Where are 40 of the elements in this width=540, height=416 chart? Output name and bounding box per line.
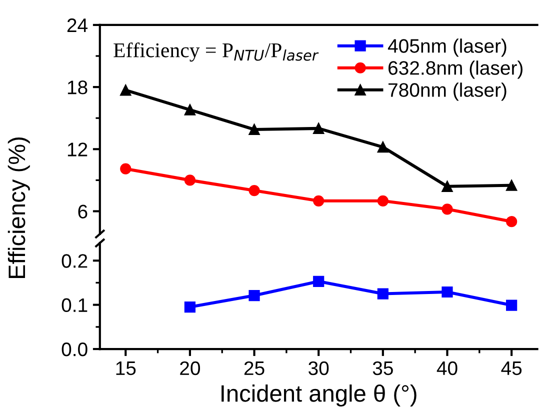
x-axis-title: Incident angle θ (°) <box>222 384 416 407</box>
point <box>120 163 132 174</box>
point <box>120 84 132 96</box>
y-tick-label: 0.1 <box>62 298 88 312</box>
legend-label: 405nm (laser) <box>388 38 506 57</box>
point <box>184 104 196 116</box>
y-tick-label: 12 <box>68 142 88 156</box>
y-tick-label: 6 <box>78 204 88 218</box>
point <box>313 195 324 206</box>
x-tick-label: 45 <box>501 362 522 376</box>
y-tick-label: 24 <box>67 18 88 32</box>
point <box>377 195 388 206</box>
point <box>248 290 260 302</box>
y-axis-title: Efficiency (%) <box>8 138 30 278</box>
y-tick-label: 0.2 <box>62 254 88 268</box>
point <box>506 180 518 191</box>
x-tick-label: 40 <box>436 361 458 376</box>
annotation: Efficiency = P$_{NTU}$/P$_{laser}$ <box>114 42 319 62</box>
point <box>313 276 324 287</box>
point <box>184 301 196 313</box>
legend-label: 780nm (laser) <box>388 82 506 101</box>
point <box>506 216 518 228</box>
point <box>248 184 260 196</box>
y-tick-label: 18 <box>68 80 88 94</box>
x-tick-label: 35 <box>372 361 393 376</box>
x-tick-label: 20 <box>180 361 200 376</box>
point <box>442 180 453 192</box>
x-tick-label: 30 <box>308 361 329 376</box>
point <box>377 288 388 300</box>
point <box>313 122 324 134</box>
legend-label: 632.8nm (laser) <box>388 60 522 79</box>
point <box>442 204 453 215</box>
point <box>248 124 260 136</box>
point <box>442 286 453 298</box>
x-tick-label: 15 <box>116 362 136 376</box>
point <box>377 142 388 153</box>
point <box>184 174 196 186</box>
y-tick-label: 0.0 <box>62 342 88 356</box>
x-tick-label: 25 <box>244 361 264 376</box>
point <box>506 300 518 311</box>
